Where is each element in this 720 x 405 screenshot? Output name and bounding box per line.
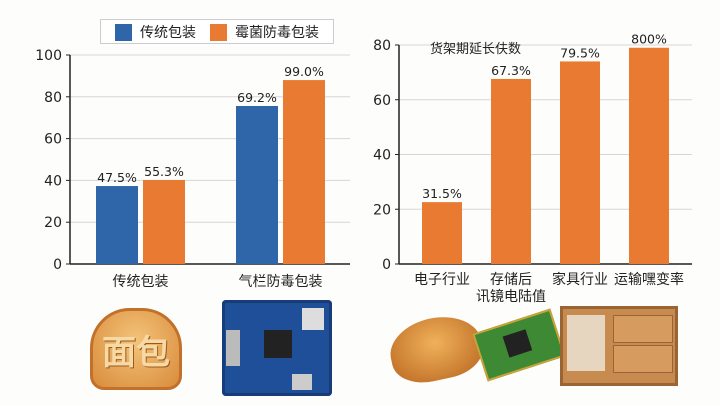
right-chart-category-label: 电子行业 — [414, 272, 470, 288]
right-chart-data-label: 67.3% — [491, 63, 531, 78]
left-chart-ytick-label: 80 — [44, 90, 62, 106]
right-chart-bar — [560, 61, 600, 264]
bread-text: 面包 — [102, 332, 170, 373]
right-chart-ytick-label: 40 — [373, 148, 391, 164]
bread-image: 面包 — [90, 308, 182, 390]
left-chart-ytick-label: 0 — [53, 257, 62, 273]
right-chart-category-label: 存储后 — [490, 272, 532, 288]
left-chart-bar — [96, 186, 138, 264]
left-chart-category-label: 气栏防毒包装 — [239, 274, 323, 290]
left-chart-bar — [143, 179, 185, 264]
left-chart-data-label: 99.0% — [284, 64, 324, 79]
right-chart-category-label: 运输嘿变率 — [614, 271, 684, 288]
legend-label: 霉菌防毒包装 — [235, 24, 319, 41]
right-chart-ytick-label: 80 — [373, 38, 391, 54]
right-chart-bar — [422, 202, 462, 264]
right-chart-category-label: 家具行业 — [552, 271, 608, 288]
left-chart-category-label: 传统包装 — [113, 274, 169, 290]
left-chart-ytick-label: 100 — [35, 48, 62, 64]
right-chart-bar — [491, 78, 531, 264]
legend-swatch-blue — [115, 24, 132, 41]
furniture-image — [560, 306, 678, 386]
legend-item-antimold: 霉菌防毒包装 — [210, 22, 319, 42]
left-chart-ytick-label: 20 — [44, 215, 62, 231]
right-chart-data-label: 79.5% — [560, 45, 600, 60]
right-chart-ytick-label: 60 — [373, 93, 391, 109]
right-chart-data-label: 31.5% — [422, 186, 462, 201]
right-chart-ytick-label: 0 — [382, 257, 391, 273]
legend: 传统包装 霉菌防毒包装 — [100, 19, 334, 44]
left-chart-data-label: 47.5% — [97, 170, 137, 185]
right-chart-data-label: 800% — [631, 32, 667, 47]
right-chart-ytick-label: 20 — [373, 202, 391, 218]
left-chart-data-label: 69.2% — [237, 90, 277, 105]
left-chart-ytick-label: 60 — [44, 132, 62, 148]
right-chart-title: 货架期延长伕数 — [430, 41, 521, 57]
left-chart-data-label: 55.3% — [144, 164, 184, 179]
legend-label: 传统包装 — [140, 24, 196, 41]
circuit-board-image — [222, 300, 332, 396]
right-chart-category-label: 讯镜电陆值 — [476, 289, 546, 305]
left-chart-bar — [283, 80, 325, 264]
left-chart-bar — [236, 105, 278, 264]
right-chart-bar — [629, 47, 669, 264]
legend-swatch-orange — [210, 24, 227, 41]
left-chart-ytick-label: 40 — [44, 173, 62, 189]
legend-item-traditional: 传统包装 — [115, 22, 196, 42]
